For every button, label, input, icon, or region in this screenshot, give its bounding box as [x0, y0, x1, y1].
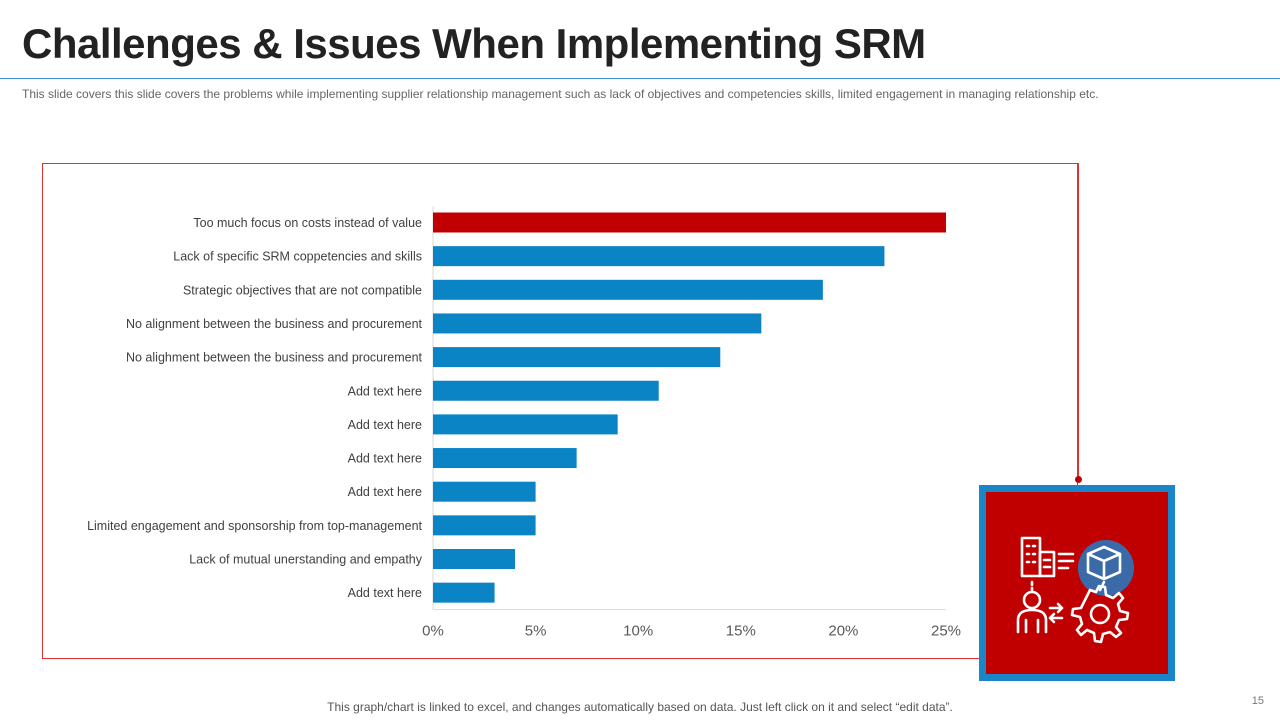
page-number: 15 [1251, 695, 1264, 707]
bar-7[interactable] [433, 448, 577, 469]
category-label: Add text here [348, 452, 422, 466]
category-label: No alighment between the business and pr… [126, 351, 423, 365]
bar-10[interactable] [433, 549, 516, 569]
icon-box-inner [986, 492, 1168, 674]
x-tick-label: 15% [726, 623, 756, 640]
category-label: No alignment between the business and pr… [126, 317, 423, 331]
bar-9[interactable] [433, 515, 536, 536]
category-label: Add text here [348, 384, 422, 398]
icon-box [979, 485, 1175, 681]
connector-line [1078, 163, 1079, 480]
bar-chart: Too much focus on costs instead of value… [87, 206, 961, 640]
bar-8[interactable] [433, 481, 536, 502]
category-label: Too much focus on costs instead of value [193, 216, 422, 230]
bar-4[interactable] [433, 347, 721, 368]
bar-5[interactable] [433, 380, 659, 401]
connector-dot [1075, 476, 1082, 483]
category-label: Add text here [348, 586, 422, 600]
slide-title: Challenges & Issues When Implementing SR… [22, 20, 926, 67]
bar-6[interactable] [433, 414, 618, 435]
category-label: Limited engagement and sponsorship from … [87, 519, 422, 533]
title-divider [0, 78, 1280, 79]
category-label: Add text here [348, 485, 422, 499]
bar-3[interactable] [433, 313, 762, 334]
category-label: Lack of mutual unerstanding and empathy [189, 553, 423, 567]
slide-subtitle: This slide covers this slide covers the … [22, 87, 1099, 101]
category-label: Add text here [348, 418, 422, 432]
category-label: Lack of specific SRM coppetencies and sk… [173, 250, 422, 264]
x-tick-label: 20% [828, 623, 858, 640]
x-tick-label: 5% [525, 623, 547, 640]
bar-1[interactable] [433, 246, 885, 267]
chart-frame: Too much focus on costs instead of value… [42, 163, 1078, 659]
bar-11[interactable] [433, 582, 495, 603]
x-tick-label: 0% [422, 623, 444, 640]
category-label: Strategic objectives that are not compat… [183, 283, 422, 297]
bar-2[interactable] [433, 279, 823, 300]
bar-0[interactable] [433, 212, 946, 233]
supplier-relationship-icon [1016, 536, 1134, 644]
footer-note: This graph/chart is linked to excel, and… [327, 700, 953, 714]
x-tick-label: 25% [931, 623, 961, 640]
x-tick-label: 10% [623, 623, 653, 640]
